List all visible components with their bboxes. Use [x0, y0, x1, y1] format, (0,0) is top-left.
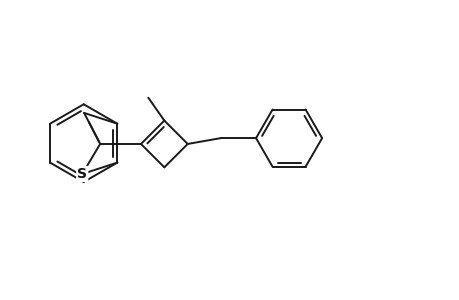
Text: S: S — [77, 167, 87, 181]
